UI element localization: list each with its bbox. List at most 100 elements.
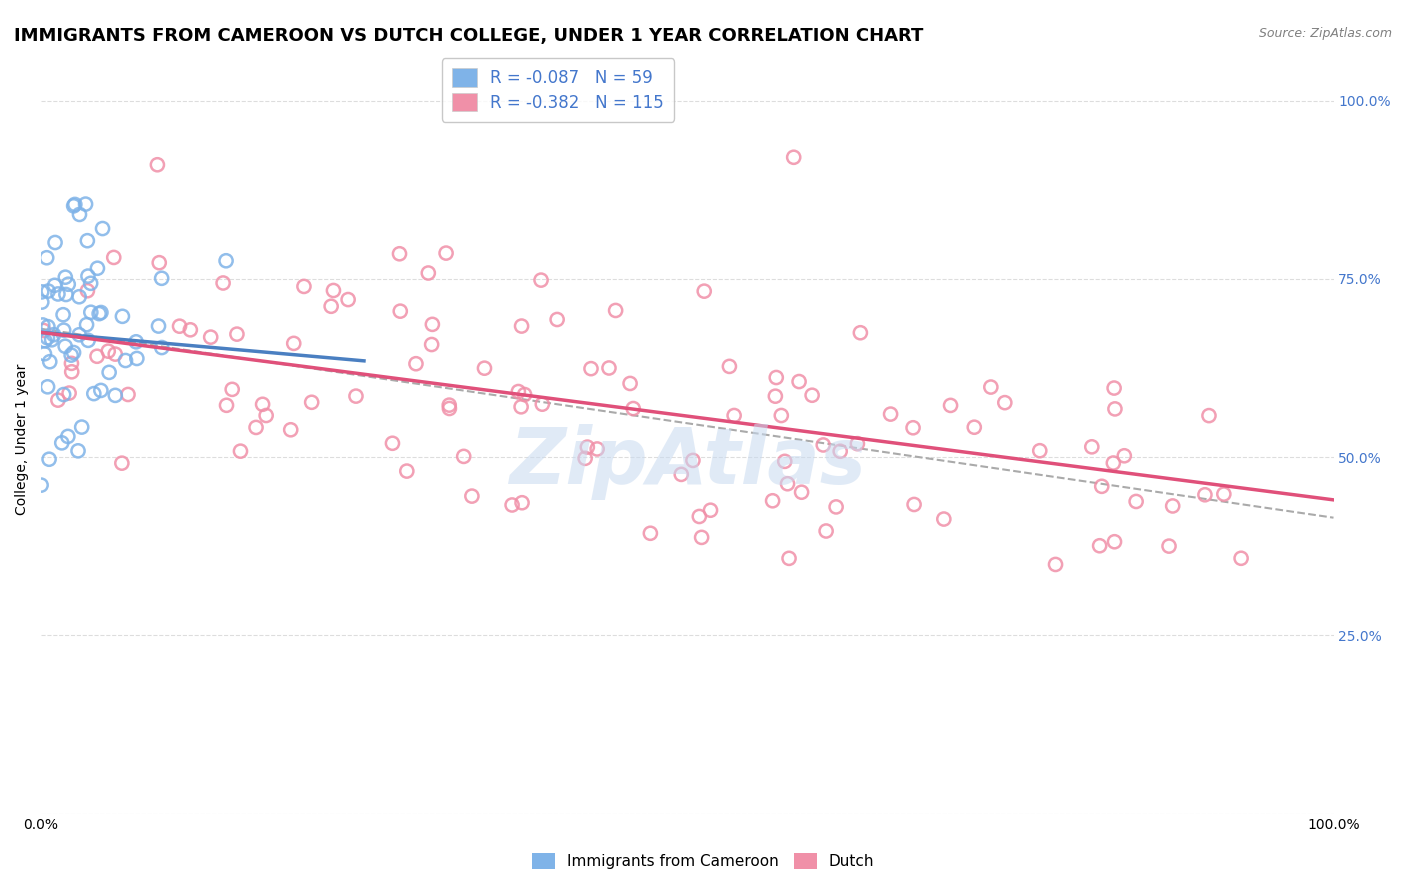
Point <box>405 357 427 371</box>
Point <box>932 512 955 526</box>
Point <box>815 524 838 538</box>
Point <box>813 438 835 452</box>
Point <box>76 234 98 248</box>
Point <box>31 295 53 310</box>
Point <box>422 318 444 332</box>
Y-axis label: College, Under 1 year: College, Under 1 year <box>15 364 30 515</box>
Point <box>598 361 620 376</box>
Point <box>63 197 86 211</box>
Point <box>337 293 360 307</box>
Point <box>46 393 69 408</box>
Point <box>621 401 644 416</box>
Point <box>91 221 114 235</box>
Point <box>150 341 173 355</box>
Point <box>169 319 191 334</box>
Point <box>212 276 235 290</box>
Point <box>1125 494 1147 508</box>
Point <box>787 375 810 389</box>
Point <box>1102 381 1125 395</box>
Text: Source: ZipAtlas.com: Source: ZipAtlas.com <box>1258 27 1392 40</box>
Point <box>420 337 443 351</box>
Point <box>117 387 139 401</box>
Point <box>41 333 63 347</box>
Text: IMMIGRANTS FROM CAMEROON VS DUTCH COLLEGE, UNDER 1 YEAR CORRELATION CHART: IMMIGRANTS FROM CAMEROON VS DUTCH COLLEG… <box>14 27 924 45</box>
Point <box>1102 456 1125 470</box>
Point <box>605 303 627 318</box>
Point <box>1157 539 1180 553</box>
Point <box>531 397 554 411</box>
Point <box>30 478 52 492</box>
Point <box>474 361 496 376</box>
Point <box>292 279 315 293</box>
Point <box>773 454 796 468</box>
Point <box>846 436 869 450</box>
Point <box>1091 479 1114 493</box>
Point <box>501 498 523 512</box>
Point <box>389 304 412 318</box>
Point <box>146 158 169 172</box>
Point <box>301 395 323 409</box>
Point <box>53 339 76 353</box>
Point <box>718 359 741 374</box>
Point <box>98 365 121 379</box>
Point <box>215 253 238 268</box>
Point <box>37 380 59 394</box>
Point <box>1081 440 1104 454</box>
Point <box>67 443 90 458</box>
Point <box>34 347 56 361</box>
Point <box>388 246 411 260</box>
Point <box>254 409 277 423</box>
Point <box>44 235 66 250</box>
Point <box>200 330 222 344</box>
Point <box>86 261 108 276</box>
Point <box>690 530 713 544</box>
Point <box>76 284 98 298</box>
Point <box>221 382 243 396</box>
Point <box>682 453 704 467</box>
Point <box>1212 487 1234 501</box>
Point <box>322 284 344 298</box>
Point <box>963 420 986 434</box>
Point <box>640 526 662 541</box>
Point <box>939 398 962 412</box>
Point <box>111 310 134 324</box>
Point <box>215 398 238 412</box>
Point <box>765 370 787 384</box>
Point <box>31 285 53 299</box>
Point <box>530 273 553 287</box>
Point <box>67 327 90 342</box>
Point <box>77 269 100 284</box>
Point <box>79 277 101 291</box>
Point <box>1114 449 1136 463</box>
Point <box>283 336 305 351</box>
Point <box>778 551 800 566</box>
Point <box>60 365 83 379</box>
Point <box>31 318 53 332</box>
Point <box>52 323 75 337</box>
Point <box>510 496 533 510</box>
Point <box>104 388 127 402</box>
Point <box>1029 443 1052 458</box>
Point <box>37 284 59 298</box>
Point <box>763 389 786 403</box>
Point <box>879 407 901 421</box>
Point <box>56 429 79 443</box>
Point <box>60 348 83 362</box>
Point <box>579 361 602 376</box>
Point <box>1230 551 1253 566</box>
Point <box>229 444 252 458</box>
Point <box>86 349 108 363</box>
Point <box>453 450 475 464</box>
Point <box>58 277 80 292</box>
Point <box>37 331 59 345</box>
Point <box>830 444 852 458</box>
Point <box>34 334 56 348</box>
Point <box>226 327 249 342</box>
Point <box>148 319 170 334</box>
Point <box>381 436 404 450</box>
Point <box>434 246 457 260</box>
Point <box>699 503 721 517</box>
Point <box>439 398 461 412</box>
Point <box>62 199 84 213</box>
Point <box>321 299 343 313</box>
